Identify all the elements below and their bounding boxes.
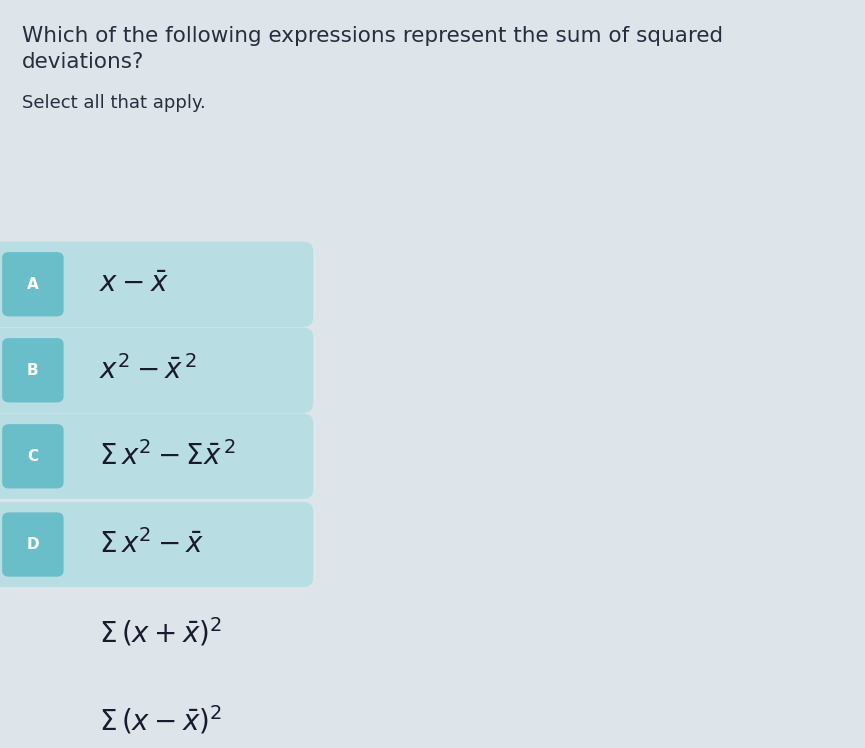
Text: $x^2 - \bar{x}^{\,2}$: $x^2 - \bar{x}^{\,2}$ (99, 355, 197, 385)
Text: A: A (27, 277, 39, 292)
FancyBboxPatch shape (2, 252, 64, 316)
Text: $\Sigma\, x^2 - \bar{x}$: $\Sigma\, x^2 - \bar{x}$ (99, 530, 205, 560)
Text: deviations?: deviations? (22, 52, 144, 73)
FancyBboxPatch shape (0, 328, 313, 413)
Text: Which of the following expressions represent the sum of squared: Which of the following expressions repre… (22, 26, 723, 46)
FancyBboxPatch shape (2, 338, 64, 402)
FancyBboxPatch shape (2, 424, 64, 488)
FancyBboxPatch shape (2, 512, 64, 577)
Text: D: D (27, 537, 39, 552)
Text: $\Sigma\,(x + \bar{x})^2$: $\Sigma\,(x + \bar{x})^2$ (99, 616, 222, 649)
Text: C: C (28, 449, 38, 464)
Text: $\Sigma\, x^2 - \Sigma\bar{x}^{\,2}$: $\Sigma\, x^2 - \Sigma\bar{x}^{\,2}$ (99, 441, 236, 471)
Text: Select all that apply.: Select all that apply. (22, 94, 205, 111)
Text: $x - \bar{x}$: $x - \bar{x}$ (99, 270, 170, 298)
FancyBboxPatch shape (0, 502, 313, 587)
Text: B: B (27, 363, 39, 378)
FancyBboxPatch shape (0, 414, 313, 499)
FancyBboxPatch shape (0, 242, 313, 327)
Text: $\Sigma\,(x - \bar{x})^2$: $\Sigma\,(x - \bar{x})^2$ (99, 703, 222, 736)
